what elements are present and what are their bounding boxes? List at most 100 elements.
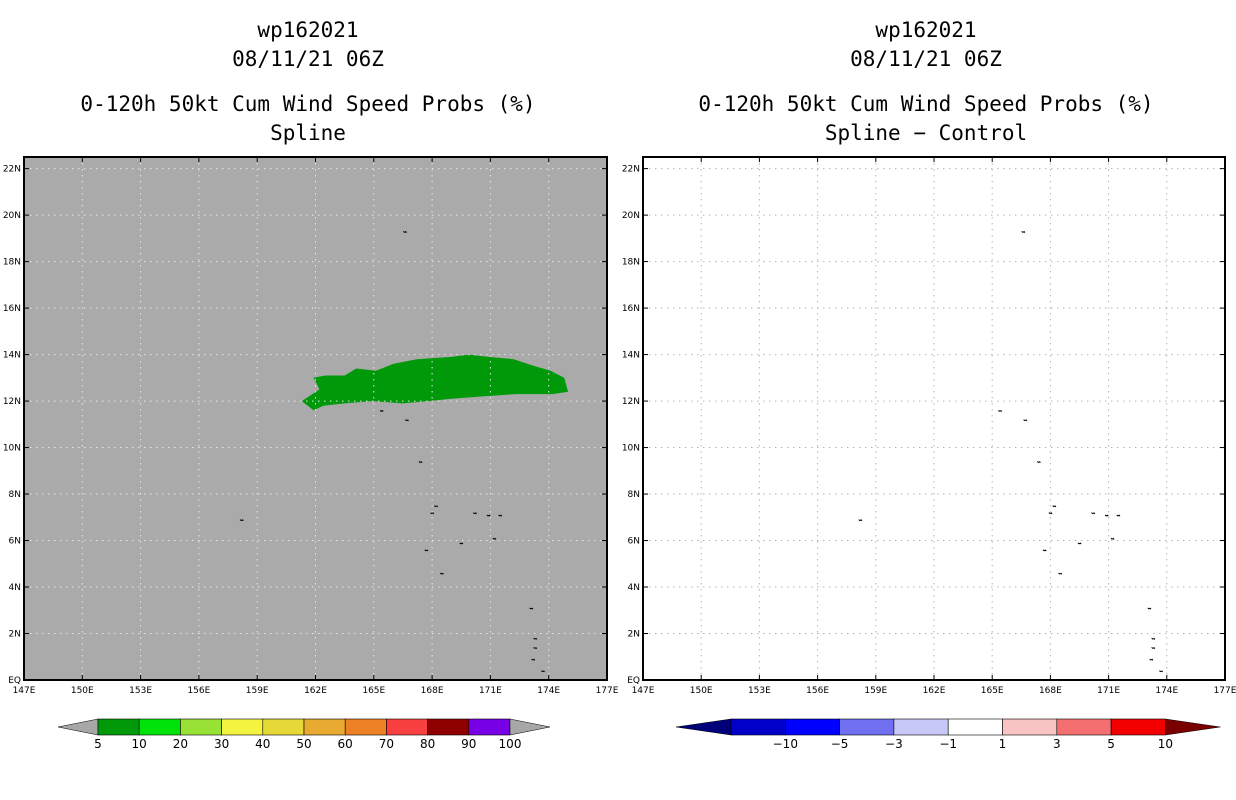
right-colorbar-swatch — [1002, 718, 1058, 736]
right-y-tick-label: 8N — [628, 490, 640, 500]
right-island-outline — [1042, 549, 1047, 552]
right-x-tick-label: 159E — [864, 686, 887, 696]
right-island-outline — [1104, 514, 1109, 517]
left-map-panel: 147E 150E 153E 156E 159E 162E 165E 168E 171E 174E… — [3, 156, 619, 696]
right-colorbar-label: −10 — [773, 737, 798, 751]
left-colorbar-label: 30 — [214, 737, 229, 751]
left-y-tick-label: 22N — [3, 165, 21, 175]
left-island-outline — [498, 514, 503, 517]
left-island-outline — [379, 409, 384, 412]
right-x-tick-label: 162E — [923, 686, 946, 696]
right-x-tick-label: 147E — [632, 686, 655, 696]
right-panel-title: wp162021 08/11/21 06Z 0-120h 50kt Cum Wi… — [626, 16, 1226, 148]
left-colorbar-label: 5 — [94, 737, 102, 751]
left-storm-id: wp162021 — [257, 18, 359, 42]
right-colorbar-swatch — [839, 718, 895, 736]
left-island-outline — [239, 519, 244, 522]
left-colorbar-swatch — [427, 718, 470, 736]
left-island-outline — [492, 537, 497, 540]
right-y-tick-label: 20N — [622, 211, 640, 221]
left-y-tick-label: 14N — [3, 351, 21, 361]
left-colorbar-label: 80 — [420, 737, 435, 751]
right-product: 0-120h 50kt Cum Wind Speed Probs (%) — [698, 92, 1154, 116]
left-x-tick-label: 147E — [13, 686, 36, 696]
left-island-outline — [529, 607, 534, 610]
left-island-outline — [418, 461, 423, 464]
right-storm-id: wp162021 — [875, 18, 977, 42]
right-colorbar: −10 −5 −3 −1 1 3 5 10 — [675, 718, 1221, 751]
left-x-tick-label: 168E — [421, 686, 444, 696]
right-island-outline — [1110, 537, 1115, 540]
left-island-outline — [404, 419, 409, 422]
right-island-outline — [1052, 505, 1057, 508]
right-colorbar-label: 3 — [1053, 737, 1061, 751]
right-y-tick-label: 18N — [622, 258, 640, 268]
right-island-outline — [1147, 607, 1152, 610]
right-map-panel: 147E 150E 153E 156E 159E 162E 165E 168E 171E 174E… — [622, 156, 1236, 696]
left-x-tick-label: 165E — [362, 686, 385, 696]
right-colorbar-swatch — [947, 718, 1003, 736]
right-island-outline — [1048, 512, 1053, 515]
right-island-outline — [1058, 572, 1063, 575]
right-island-outline — [1149, 658, 1154, 661]
right-y-tick-label: 14N — [622, 351, 640, 361]
right-island-outline — [1116, 514, 1121, 517]
right-map-frame — [642, 156, 1226, 681]
left-colorbar-label: 40 — [255, 737, 270, 751]
left-x-tick-label: 150E — [71, 686, 94, 696]
left-product: 0-120h 50kt Cum Wind Speed Probs (%) — [80, 92, 536, 116]
left-island-outline — [430, 512, 435, 515]
left-colorbar-swatch — [97, 718, 140, 736]
right-subtitle: Spline − Control — [824, 121, 1028, 145]
right-colorbar-right-arrow — [1165, 718, 1221, 736]
left-x-tick-label: 171E — [479, 686, 502, 696]
left-colorbar-label: 50 — [296, 737, 311, 751]
right-island-outline — [1091, 512, 1096, 515]
right-y-tick-label: 22N — [622, 165, 640, 175]
right-island-outline — [1151, 637, 1156, 640]
right-island-outline — [1023, 419, 1028, 422]
right-x-tick-label: 174E — [1155, 686, 1178, 696]
right-y-tick-label: 6N — [628, 537, 640, 547]
left-date: 08/11/21 06Z — [232, 47, 384, 71]
left-y-tick-label: 4N — [9, 583, 21, 593]
right-y-tick-label: 2N — [628, 630, 640, 640]
right-colorbar-label: 10 — [1158, 737, 1173, 751]
left-colorbar-swatch — [180, 718, 222, 736]
right-x-tick-label: 165E — [981, 686, 1004, 696]
left-colorbar-swatch — [221, 718, 264, 736]
left-island-outline — [531, 658, 536, 661]
left-y-tick-label: 10N — [3, 444, 21, 454]
left-island-outline — [459, 542, 464, 545]
left-colorbar-label: 90 — [461, 737, 476, 751]
right-colorbar-swatch — [1110, 718, 1166, 736]
right-colorbar-swatch — [784, 718, 840, 736]
left-island-outline — [402, 230, 407, 233]
left-colorbar: 5 10 20 30 40 50 60 70 80 90 100 — [57, 718, 551, 751]
left-colorbar-swatch — [468, 718, 511, 736]
left-island-outline — [486, 514, 491, 517]
right-colorbar-left-arrow — [675, 718, 732, 736]
left-x-tick-label: 162E — [304, 686, 327, 696]
left-y-tick-label: 8N — [9, 490, 21, 500]
right-colorbar-swatch — [1056, 718, 1112, 736]
right-y-tick-label: 12N — [622, 397, 640, 407]
left-probability-region — [301, 354, 569, 411]
left-island-outline — [434, 505, 439, 508]
left-x-tick-label: 177E — [596, 686, 619, 696]
left-colorbar-label: 10 — [132, 737, 147, 751]
left-x-tick-label: 174E — [537, 686, 560, 696]
right-colorbar-label: 5 — [1107, 737, 1115, 751]
right-colorbar-swatch — [893, 718, 949, 736]
left-x-tick-label: 159E — [246, 686, 269, 696]
left-colorbar-swatch — [138, 718, 181, 736]
right-x-tick-label: 153E — [748, 686, 771, 696]
left-colorbar-label: 20 — [173, 737, 188, 751]
left-y-tick-label: 6N — [9, 537, 21, 547]
right-island-outline — [1036, 461, 1041, 464]
left-colorbar-right-arrow — [509, 718, 551, 736]
right-colorbar-label: −1 — [939, 737, 957, 751]
left-colorbar-swatch — [303, 718, 346, 736]
left-x-tick-label: 153E — [129, 686, 152, 696]
right-y-tick-label: 10N — [622, 444, 640, 454]
